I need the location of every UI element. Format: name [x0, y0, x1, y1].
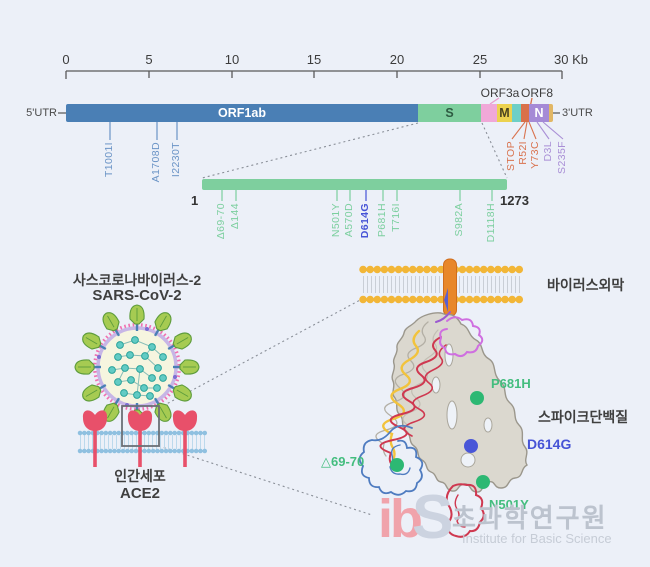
mutation-d3l: D3L — [542, 141, 554, 162]
ace2-label: ACE2 — [119, 485, 161, 502]
ruler-tick-20: 20 — [389, 52, 405, 67]
orf3a-leader — [489, 97, 500, 105]
genome-segment-orf8 — [521, 104, 529, 122]
mutation-d614g: D614G — [359, 203, 371, 239]
mutation-n501y: N501Y — [330, 203, 342, 238]
orf8-mutation-fan — [511, 121, 537, 140]
spike-gene-bar — [202, 179, 507, 190]
mutation-t1001i: T1001I — [103, 142, 115, 178]
genome-segment-m: M — [497, 104, 512, 122]
viral-envelope-membrane — [359, 258, 525, 317]
mutation-a1708d: A1708D — [150, 142, 162, 183]
ruler-tick-30kb: 30 Kb — [554, 52, 588, 67]
spike-mutation-ticks — [221, 190, 493, 201]
d614g-marker-label: D614G — [527, 436, 572, 452]
human-cell-label: 인간세포 — [114, 468, 166, 484]
mutation-del69-70: Δ69-70 — [215, 203, 227, 240]
n501y-marker-dot — [476, 475, 490, 489]
p681h-marker-label: P681H — [491, 376, 531, 391]
viral-envelope-label: 바이러스외막 — [547, 277, 625, 293]
mutation-y73c: Y73C — [529, 141, 541, 169]
genome-segment-end — [549, 104, 553, 122]
del69-70-marker-label: △69-70 — [321, 454, 365, 469]
mutation-a570d: A570D — [343, 203, 355, 238]
mutation-s982a: S982A — [453, 203, 465, 237]
ibs-logo-s: S — [412, 483, 454, 552]
orf1ab-mutation-ticks — [109, 122, 178, 140]
mutation-d1118h: D1118H — [485, 203, 497, 243]
utr3-label: 3'UTR — [562, 107, 593, 119]
interaction-highlight-box — [121, 405, 160, 447]
mutation-s235f: S235F — [556, 141, 568, 174]
genome-segment-orf3a — [481, 104, 497, 122]
scale-ruler — [65, 70, 563, 79]
genome-segment-orf1ab: ORF1ab — [66, 104, 418, 122]
mutation-i2230t: I2230T — [170, 142, 182, 178]
magnify-connectors — [158, 298, 373, 516]
del69-70-marker-dot — [390, 458, 404, 472]
zoom-connectors — [201, 122, 508, 179]
utr5-label: 5'UTR — [26, 107, 57, 119]
orf3a-label: ORF3a — [480, 86, 520, 100]
d614g-marker-dot — [464, 439, 478, 453]
spike-end-label: 1273 — [500, 193, 529, 208]
virus-rna — [108, 336, 167, 400]
genome-segment-s: S — [418, 104, 481, 122]
n501y-marker-label: N501Y — [489, 497, 529, 512]
mutation-del144: Δ144 — [229, 203, 241, 230]
spike-protein-label: 스파이크단백질 — [538, 409, 629, 425]
virus-title-ko: 사스코로나바이러스-2 — [72, 272, 202, 288]
spike-start-label: 1 — [191, 193, 199, 208]
spike-protein-structure — [358, 311, 528, 538]
genome-segment-n: N — [529, 104, 549, 122]
orf8-label: ORF8 — [520, 86, 554, 100]
ruler-tick-10: 10 — [224, 52, 240, 67]
genome-segment-teal — [512, 104, 521, 122]
mutation-t716i: T716I — [390, 203, 402, 232]
mutation-p681h: P681H — [376, 203, 388, 238]
ruler-tick-0: 0 — [62, 52, 70, 67]
virus-title-en: SARS-CoV-2 — [92, 287, 182, 304]
watermark-english: Institute for Basic Science — [462, 531, 612, 546]
n-mutation-fan — [536, 121, 564, 140]
ruler-tick-25: 25 — [472, 52, 488, 67]
ruler-tick-5: 5 — [145, 52, 153, 67]
virus-illustration — [73, 303, 201, 431]
p681h-marker-dot — [470, 391, 484, 405]
transmembrane-stalk — [443, 258, 457, 317]
ruler-tick-15: 15 — [306, 52, 322, 67]
ibs-logo: ib — [378, 489, 423, 549]
watermark-korean: 초과학연구원 — [452, 503, 608, 533]
